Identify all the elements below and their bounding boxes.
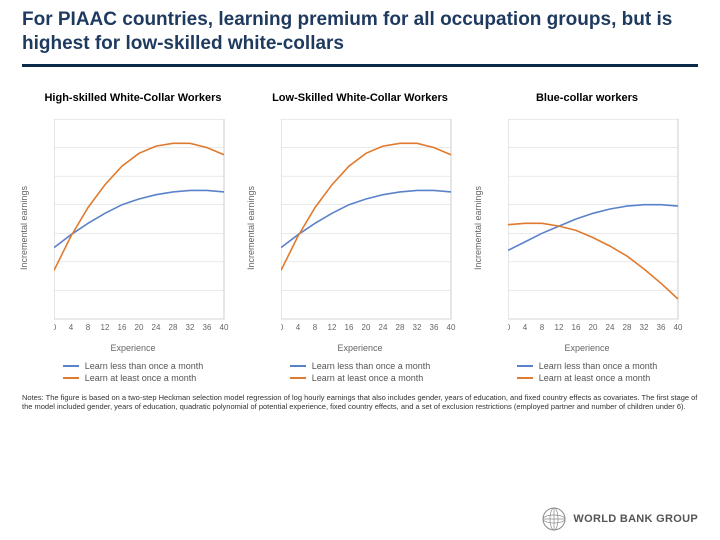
x-axis-label: Experience	[337, 343, 382, 353]
panel-title: Blue-collar workers	[532, 85, 642, 113]
svg-text:36: 36	[203, 323, 212, 332]
logo-text: WORLD BANK GROUP	[573, 513, 698, 525]
globe-icon	[541, 506, 567, 532]
svg-text:12: 12	[101, 323, 110, 332]
slide-title-block: For PIAAC countries, learning premium fo…	[0, 0, 720, 62]
legend-label: Learn less than once a month	[539, 361, 658, 371]
plot-wrap: Incremental earnings-0.2-0.100.10.20.30.…	[28, 113, 238, 343]
legend-item: Learn at least once a month	[517, 373, 658, 383]
svg-text:32: 32	[640, 323, 649, 332]
svg-text:36: 36	[430, 323, 439, 332]
legend: Learn less than once a month Learn at lea…	[63, 359, 204, 385]
svg-text:4: 4	[296, 323, 301, 332]
x-axis-label: Experience	[564, 343, 609, 353]
panel-title: Low-Skilled White-Collar Workers	[268, 85, 452, 113]
svg-text:0: 0	[508, 323, 511, 332]
chart-panel: Low-Skilled White-Collar WorkersIncremen…	[255, 85, 465, 385]
chart-panel: Blue-collar workersIncremental earnings-…	[482, 85, 692, 385]
legend-swatch	[63, 365, 79, 367]
chart-svg: -0.2-0.100.10.20.30.40.50481216202428323…	[281, 119, 465, 343]
footnote: Notes: The figure is based on a two-step…	[0, 387, 720, 418]
legend-swatch	[290, 377, 306, 379]
x-axis-label: Experience	[110, 343, 155, 353]
svg-text:28: 28	[169, 323, 178, 332]
legend-item: Learn less than once a month	[63, 361, 204, 371]
legend-item: Learn at least once a month	[290, 373, 431, 383]
svg-text:36: 36	[657, 323, 666, 332]
svg-text:20: 20	[362, 323, 371, 332]
svg-text:8: 8	[540, 323, 545, 332]
legend-label: Learn at least once a month	[85, 373, 197, 383]
legend-swatch	[517, 365, 533, 367]
legend-item: Learn less than once a month	[517, 361, 658, 371]
legend-swatch	[517, 377, 533, 379]
legend-item: Learn less than once a month	[290, 361, 431, 371]
y-axis-label: Incremental earnings	[246, 185, 256, 269]
svg-text:0: 0	[54, 323, 57, 332]
legend-label: Learn at least once a month	[312, 373, 424, 383]
legend-swatch	[63, 377, 79, 379]
chart-svg: -0.2-0.100.10.20.30.40.50481216202428323…	[54, 119, 238, 343]
y-axis-label: Incremental earnings	[473, 185, 483, 269]
svg-text:0: 0	[281, 323, 284, 332]
svg-text:24: 24	[379, 323, 388, 332]
svg-text:8: 8	[86, 323, 91, 332]
panel-title: High-skilled White-Collar Workers	[40, 85, 225, 113]
svg-text:28: 28	[396, 323, 405, 332]
plot-wrap: Incremental earnings-0.2-0.100.10.20.30.…	[255, 113, 465, 343]
svg-text:16: 16	[572, 323, 581, 332]
svg-text:4: 4	[523, 323, 528, 332]
svg-text:4: 4	[69, 323, 74, 332]
svg-text:40: 40	[220, 323, 229, 332]
slide-title: For PIAAC countries, learning premium fo…	[22, 8, 698, 56]
svg-text:24: 24	[152, 323, 161, 332]
legend-item: Learn at least once a month	[63, 373, 204, 383]
legend-label: Learn at least once a month	[539, 373, 651, 383]
charts-row: High-skilled White-Collar WorkersIncreme…	[0, 67, 720, 387]
plot-wrap: Incremental earnings-0.2-0.100.10.20.30.…	[482, 113, 692, 343]
y-axis-label: Incremental earnings	[19, 185, 29, 269]
svg-text:40: 40	[674, 323, 683, 332]
svg-text:20: 20	[589, 323, 598, 332]
svg-text:16: 16	[118, 323, 127, 332]
svg-text:8: 8	[313, 323, 318, 332]
legend-label: Learn less than once a month	[312, 361, 431, 371]
svg-text:12: 12	[555, 323, 564, 332]
legend-swatch	[290, 365, 306, 367]
chart-svg: -0.2-0.100.10.20.30.40.50481216202428323…	[508, 119, 692, 343]
svg-text:12: 12	[328, 323, 337, 332]
world-bank-logo: WORLD BANK GROUP	[541, 506, 698, 532]
svg-text:16: 16	[345, 323, 354, 332]
svg-text:40: 40	[447, 323, 456, 332]
legend-label: Learn less than once a month	[85, 361, 204, 371]
svg-text:20: 20	[135, 323, 144, 332]
svg-text:32: 32	[186, 323, 195, 332]
legend: Learn less than once a month Learn at lea…	[517, 359, 658, 385]
svg-text:28: 28	[623, 323, 632, 332]
svg-text:32: 32	[413, 323, 422, 332]
svg-text:24: 24	[606, 323, 615, 332]
legend: Learn less than once a month Learn at lea…	[290, 359, 431, 385]
chart-panel: High-skilled White-Collar WorkersIncreme…	[28, 85, 238, 385]
